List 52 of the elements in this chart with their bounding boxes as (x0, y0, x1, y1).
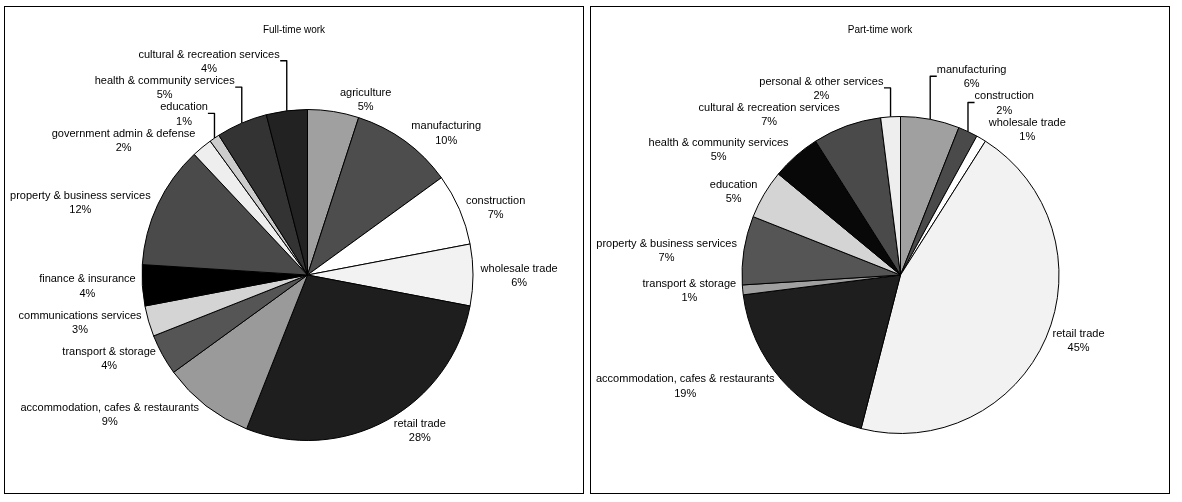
data-label: 1% (681, 291, 698, 304)
data-label: 4% (201, 61, 218, 74)
data-label: 10% (435, 133, 458, 146)
slice-label: transport & storage (62, 344, 156, 357)
slice-label: transport & storage (642, 276, 737, 289)
data-label: 45% (1067, 341, 1090, 354)
slice-label: health & community services (648, 135, 790, 148)
slice-label: construction (465, 194, 526, 207)
data-label: 4% (101, 358, 118, 371)
slice-label: property & business services (10, 189, 152, 201)
slice-label: retail trade (1052, 326, 1105, 339)
data-label: 4% (79, 286, 96, 299)
slice-label: accommodation, cafes & restaurants (20, 400, 200, 413)
data-label: 9% (101, 415, 118, 428)
slice-label: agriculture (339, 85, 392, 98)
slice-label: finance & insurance (39, 272, 136, 285)
slice-label: accommodation, cafes & restaurants (596, 372, 776, 385)
slice-label: government admin & defense (51, 126, 196, 139)
data-label: 5% (156, 88, 173, 101)
slice-label: manufacturing (936, 63, 1007, 76)
data-label: 7% (761, 115, 778, 128)
data-label: 6% (963, 77, 980, 90)
slice-label: wholesale trade (987, 115, 1066, 128)
slice-label: retail trade (393, 416, 446, 429)
data-label: 1% (176, 114, 193, 127)
chart-title: Full-time work (262, 24, 327, 36)
slice-label: health & community services (94, 73, 236, 86)
data-label: 2% (996, 103, 1013, 116)
slice-label: construction (974, 89, 1034, 102)
slice-label: cultural & recreation services (138, 47, 281, 60)
slice-label: education (160, 100, 208, 113)
data-label: 5% (725, 192, 742, 205)
data-label: 7% (658, 251, 675, 264)
data-label: 28% (408, 431, 432, 444)
data-label: 12% (69, 203, 92, 216)
slice-label: wholesale trade (479, 261, 558, 274)
slice-label: education (709, 177, 758, 190)
slice-label: manufacturing (411, 119, 482, 132)
slice-label: property & business services (596, 236, 738, 249)
data-label: 3% (72, 323, 89, 336)
data-label: 5% (357, 99, 374, 112)
chart-title: Part-time work (847, 24, 914, 36)
slice-label: communications services (18, 309, 142, 322)
slice-label: cultural & recreation services (698, 101, 841, 114)
data-label: 5% (710, 149, 727, 162)
data-label: 6% (511, 276, 528, 289)
data-label: 2% (813, 89, 830, 102)
data-label: 19% (674, 386, 697, 399)
data-label: 1% (1019, 129, 1036, 142)
data-label: 7% (487, 208, 504, 221)
data-label: 2% (115, 140, 132, 153)
slice-label: personal & other services (759, 74, 884, 87)
